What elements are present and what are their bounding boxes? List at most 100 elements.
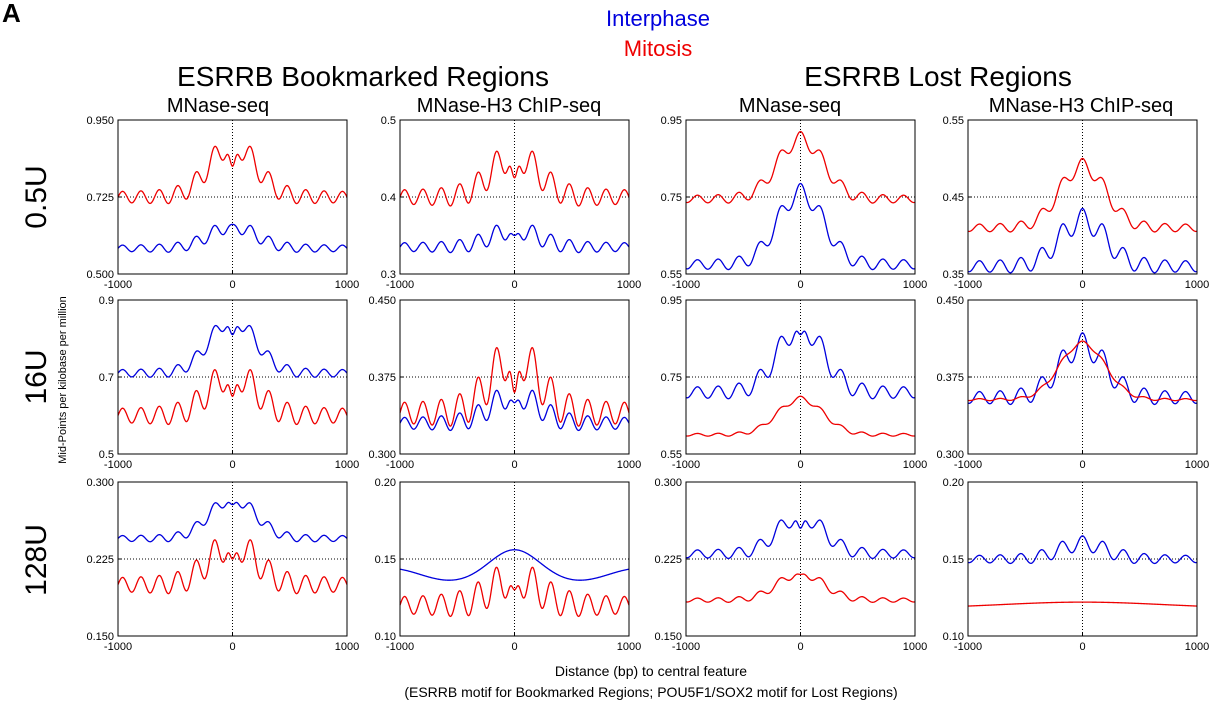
y-tick-label: 0.20	[943, 477, 964, 489]
y-tick-label: 0.55	[661, 449, 682, 461]
chart-panel: 0.150 0.225 0.300 -1000 0 1000	[654, 477, 927, 653]
series-line-mitosis	[399, 346, 630, 427]
y-tick-label: 0.150	[86, 631, 114, 643]
series-line-mitosis	[399, 150, 630, 207]
x-tick-label: 0	[797, 459, 803, 471]
series-line-mitosis	[685, 130, 916, 204]
series-line-interphase	[685, 330, 916, 400]
x-tick-label: 0	[797, 641, 803, 653]
x-tick-label: 0	[1079, 459, 1085, 471]
x-tick-label: 0	[797, 279, 803, 291]
series-line-interphase	[967, 535, 1198, 565]
y-tick-label: 0.225	[654, 554, 682, 566]
y-tick-label: 0.5	[99, 449, 114, 461]
x-tick-label: 1000	[1185, 459, 1209, 471]
series-line-interphase	[399, 549, 630, 581]
y-tick-label: 0.3	[381, 269, 396, 281]
series-line-mitosis	[967, 601, 1198, 607]
x-tick-label: -1000	[386, 279, 414, 291]
x-tick-label: -1000	[954, 279, 982, 291]
chart-panel: 0.55 0.75 0.95 -1000 0 1000	[661, 295, 928, 471]
legend-mitosis: Mitosis	[624, 36, 692, 61]
y-tick-label: 0.300	[368, 449, 396, 461]
x-tick-label: 1000	[1185, 641, 1209, 653]
x-tick-label: 1000	[903, 641, 927, 653]
y-tick-label: 0.375	[368, 372, 396, 384]
x-tick-label: 1000	[903, 279, 927, 291]
row-title-1: 0.5U	[20, 165, 53, 228]
column-title-1: MNase-seq	[167, 95, 269, 117]
chart-panel: 0.500 0.725 0.950 -1000 0 1000	[86, 115, 359, 291]
series-line-interphase	[117, 501, 348, 543]
y-tick-label: 0.45	[943, 192, 964, 204]
y-tick-label: 0.5	[381, 115, 396, 127]
chart-panel: 0.3 0.4 0.5 -1000 0 1000	[381, 115, 642, 291]
x-tick-label: -1000	[104, 279, 132, 291]
y-tick-label: 0.450	[368, 295, 396, 307]
series-line-interphase	[117, 223, 348, 253]
y-tick-label: 0.15	[943, 554, 964, 566]
series-line-mitosis	[117, 145, 348, 205]
chart-panel: 0.10 0.15 0.20 -1000 0 1000	[943, 477, 1210, 653]
x-tick-label: 1000	[903, 459, 927, 471]
column-title-3: MNase-seq	[739, 95, 841, 117]
y-tick-label: 0.55	[943, 115, 964, 127]
series-line-mitosis	[967, 157, 1198, 233]
series-line-mitosis	[685, 573, 916, 603]
y-tick-label: 0.20	[375, 477, 396, 489]
y-tick-label: 0.10	[375, 631, 396, 643]
y-tick-label: 0.95	[661, 115, 682, 127]
y-tick-label: 0.10	[943, 631, 964, 643]
series-line-mitosis	[685, 395, 916, 437]
series-line-interphase	[967, 207, 1198, 274]
x-tick-label: -1000	[954, 641, 982, 653]
row-title-3: 128U	[20, 524, 53, 596]
y-tick-label: 0.95	[661, 295, 682, 307]
x-tick-label: 0	[1079, 641, 1085, 653]
y-tick-label: 0.375	[936, 372, 964, 384]
panel-label: A	[2, 0, 21, 28]
y-tick-label: 0.55	[661, 269, 682, 281]
series-line-interphase	[399, 389, 630, 432]
chart-panel: 0.150 0.225 0.300 -1000 0 1000	[86, 477, 359, 653]
y-tick-label: 0.300	[654, 477, 682, 489]
x-tick-label: -1000	[672, 459, 700, 471]
y-tick-label: 0.150	[654, 631, 682, 643]
x-tick-label: 1000	[617, 641, 641, 653]
y-tick-label: 0.450	[936, 295, 964, 307]
x-tick-label: 0	[229, 279, 235, 291]
column-title-2: MNase-H3 ChIP-seq	[417, 95, 602, 117]
y-tick-label: 0.35	[943, 269, 964, 281]
y-tick-label: 0.725	[86, 192, 114, 204]
y-tick-label: 0.300	[86, 477, 114, 489]
y-tick-label: 0.7	[99, 372, 114, 384]
x-axis-label: Distance (bp) to central feature	[555, 663, 747, 679]
legend-interphase: Interphase	[606, 6, 710, 31]
x-tick-label: -1000	[104, 459, 132, 471]
chart-panel: 0.10 0.15 0.20 -1000 0 1000	[375, 477, 642, 653]
x-tick-label: -1000	[386, 459, 414, 471]
x-tick-label: 1000	[1185, 279, 1209, 291]
column-title-4: MNase-H3 ChIP-seq	[989, 95, 1174, 117]
x-tick-label: -1000	[672, 279, 700, 291]
x-tick-label: 0	[229, 459, 235, 471]
x-tick-label: 1000	[617, 459, 641, 471]
chart-panel: 0.5 0.7 0.9 -1000 0 1000	[99, 295, 360, 471]
series-line-mitosis	[399, 566, 630, 618]
series-line-interphase	[117, 324, 348, 378]
x-tick-label: 1000	[617, 279, 641, 291]
series-line-mitosis	[967, 340, 1198, 402]
y-tick-label: 0.9	[99, 295, 114, 307]
chart-panel: 0.55 0.75 0.95 -1000 0 1000	[661, 115, 928, 291]
series-line-interphase	[685, 519, 916, 560]
y-tick-label: 0.15	[375, 554, 396, 566]
x-tick-label: -1000	[954, 459, 982, 471]
x-tick-label: 0	[511, 459, 517, 471]
chart-panel: 0.35 0.45 0.55 -1000 0 1000	[943, 115, 1210, 291]
x-axis-note: (ESRRB motif for Bookmarked Regions; POU…	[404, 684, 897, 700]
y-tick-label: 0.4	[381, 192, 396, 204]
x-tick-label: -1000	[386, 641, 414, 653]
x-tick-label: 0	[511, 641, 517, 653]
